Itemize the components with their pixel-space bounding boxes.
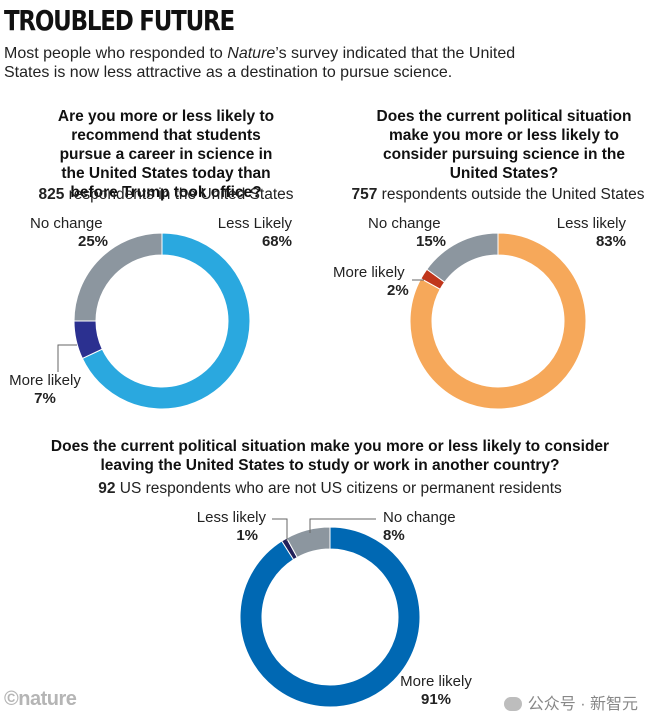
slice-less-likely-2 xyxy=(409,232,587,410)
slice-no-change-1 xyxy=(73,232,163,322)
question-3: Does the current political situation mak… xyxy=(50,438,610,474)
leader-more-likely-1 xyxy=(57,344,77,372)
label-less-likely-1: Less Likely 68% xyxy=(217,215,292,250)
question-1: Are you more or less likely to recommend… xyxy=(57,108,275,201)
respondents-1: 825 respondents in the United States xyxy=(38,186,294,203)
respondents-3: 92 US respondents who are not US citizen… xyxy=(98,480,562,497)
nature-logo: ©nature xyxy=(4,688,77,710)
chart-title: TROUBLED FUTURE xyxy=(4,4,235,37)
label-no-change-3: No change 8% xyxy=(383,509,456,544)
chart-subtitle: Most people who responded to Nature’s su… xyxy=(4,45,516,81)
slice-no-change-3 xyxy=(285,526,331,559)
donut-chart-3 xyxy=(239,526,421,708)
donut-chart-1 xyxy=(73,232,251,410)
slice-no-change-2 xyxy=(426,232,499,283)
leader-no-change-3 xyxy=(309,518,376,533)
watermark: 公众号 · 新智元 xyxy=(503,690,638,714)
label-more-likely-2: More likely 2% xyxy=(333,264,409,299)
leader-lines xyxy=(57,279,424,541)
slice-less-likely-1 xyxy=(81,232,251,410)
label-less-likely-2: Less likely 83% xyxy=(556,215,626,250)
wechat-icon xyxy=(503,697,522,711)
respondents-2: 757 respondents outside the United State… xyxy=(351,186,645,203)
label-no-change-1: No change 25% xyxy=(30,215,109,250)
label-more-likely-1: More likely 7% xyxy=(9,372,81,407)
question-2: Does the current political situation mak… xyxy=(376,108,632,182)
label-no-change-2: No change 15% xyxy=(368,215,447,250)
nature-emphasis: Nature xyxy=(227,45,276,62)
donut-chart-2 xyxy=(409,232,587,410)
leader-less-likely-3 xyxy=(272,518,288,541)
label-more-likely-3: More likely 91% xyxy=(400,673,472,708)
label-less-likely-3: Less likely 1% xyxy=(196,509,266,544)
slice-more-likely-3 xyxy=(239,526,421,708)
